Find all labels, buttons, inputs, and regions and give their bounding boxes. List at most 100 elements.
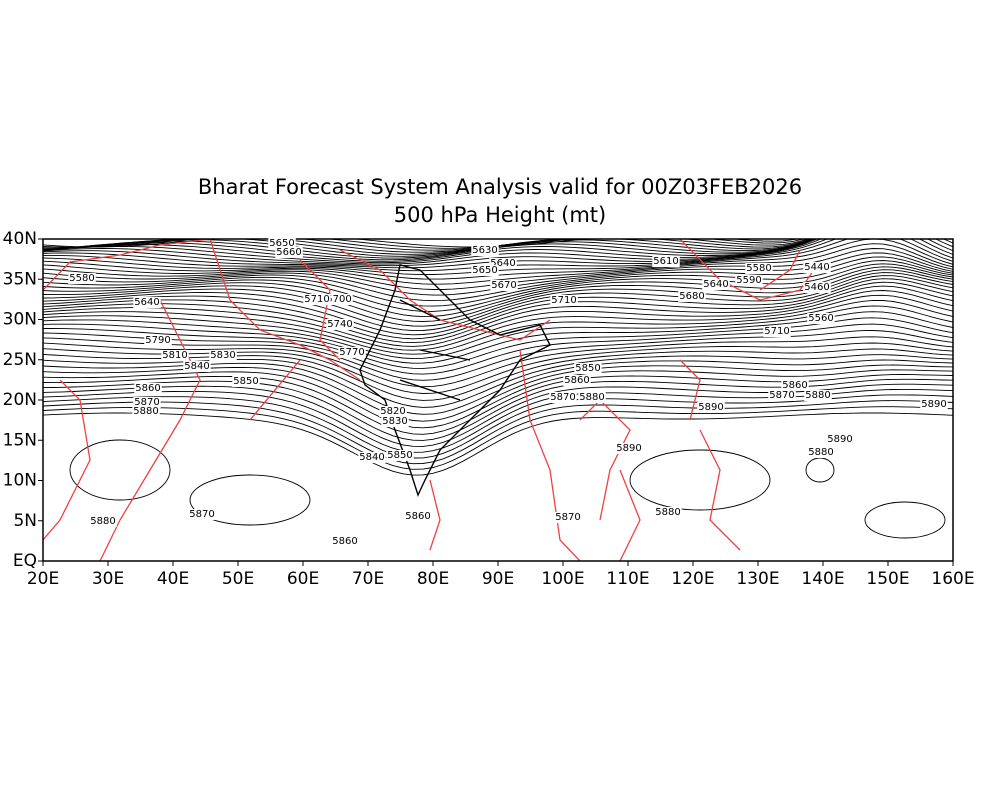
label-background <box>132 406 160 417</box>
contour-label: 5610 <box>653 256 678 267</box>
label-background <box>804 390 832 401</box>
contour-label: 5650 <box>472 265 497 276</box>
x-tick-label: 70E <box>352 569 384 589</box>
contour-label: 5890 <box>921 399 946 410</box>
label-background <box>615 443 643 454</box>
contour-label: 5860 <box>405 511 430 522</box>
contour-line <box>43 256 953 302</box>
label-background <box>654 507 682 518</box>
x-tick-label: 50E <box>222 569 254 589</box>
x-tick-label: 30E <box>92 569 124 589</box>
label-background <box>781 380 809 391</box>
contour-line <box>43 294 953 351</box>
x-tick-label: 60E <box>287 569 319 589</box>
label-background <box>161 350 189 361</box>
label-background <box>404 511 432 522</box>
x-tick-label: 40E <box>157 569 189 589</box>
contour-label: 5880 <box>133 406 158 417</box>
label-background <box>379 406 407 417</box>
x-tick-label: 120E <box>671 569 714 589</box>
label-background <box>268 238 296 249</box>
contour-label: 5850 <box>233 376 258 387</box>
contour-line <box>43 406 953 470</box>
x-tick-label: 150E <box>866 569 909 589</box>
label-background <box>338 347 366 358</box>
contour-label: 5870 <box>769 390 794 401</box>
contour-label: 5870 <box>134 397 159 408</box>
label-background <box>188 509 216 520</box>
label-background <box>386 450 414 461</box>
contour-label: 5670 <box>491 280 516 291</box>
label-background <box>232 376 260 387</box>
contour-label: 5850 <box>387 450 412 461</box>
label-background <box>807 313 835 324</box>
label-background <box>275 247 303 258</box>
label-background <box>550 295 578 306</box>
x-tick-label: 160E <box>931 569 974 589</box>
contour-label: 5580 <box>746 263 771 274</box>
contour-label: 5640 <box>703 279 728 290</box>
label-background <box>578 392 606 403</box>
contour-label: 5870 <box>189 509 214 520</box>
contour-label: 5590 <box>736 275 761 286</box>
india-boundaries <box>359 264 551 497</box>
label-background <box>549 392 577 403</box>
contour-label: 5830 <box>382 416 407 427</box>
contour-label: 5870 <box>550 392 575 403</box>
contour-label: 5710 <box>551 295 576 306</box>
label-background <box>803 262 831 273</box>
contour-label: 5880 <box>655 507 680 518</box>
contour-label: 5890 <box>698 402 723 413</box>
contour-label: 5880 <box>808 447 833 458</box>
contour-line <box>43 281 953 340</box>
contour-line <box>43 383 953 447</box>
x-tick-label: 20E <box>27 569 59 589</box>
label-background <box>325 294 353 305</box>
label-background <box>803 282 831 293</box>
contour-line <box>43 263 953 312</box>
y-tick-label: 5N <box>13 511 37 531</box>
y-tick-label: 15N <box>3 430 37 450</box>
x-tick-label: 80E <box>417 569 449 589</box>
y-tick-label: 20N <box>3 390 37 410</box>
contour-line <box>43 260 953 307</box>
contour-label: 5890 <box>827 434 852 445</box>
contour-line <box>69 439 171 501</box>
x-tick-label: 90E <box>482 569 514 589</box>
contour-label: 5860 <box>332 536 357 547</box>
label-background <box>133 297 161 308</box>
label-background <box>133 397 161 408</box>
contour-label: 5700 <box>326 294 351 305</box>
contour-line <box>43 239 953 267</box>
label-background <box>89 516 117 527</box>
label-background <box>652 256 680 267</box>
contour-label: 5860 <box>564 375 589 386</box>
contour-line <box>629 449 771 511</box>
contour-line <box>43 278 953 336</box>
label-background <box>702 279 730 290</box>
contour-label: 5820 <box>380 406 405 417</box>
contour-line <box>43 290 953 347</box>
contour-label: 5630 <box>472 245 497 256</box>
contour-line <box>43 400 953 465</box>
label-background <box>920 399 948 410</box>
label-background <box>331 536 359 547</box>
label-background <box>326 319 354 330</box>
contour-line <box>43 311 953 364</box>
contour-line <box>43 299 953 355</box>
label-background <box>471 245 499 256</box>
contour-label: 5710 <box>304 294 329 305</box>
label-background <box>735 275 763 286</box>
contour-label: 5880 <box>579 392 604 403</box>
label-background <box>768 390 796 401</box>
label-background <box>826 434 854 445</box>
contour-line <box>864 501 946 539</box>
contour-line <box>189 474 311 526</box>
contour-label: 5560 <box>808 313 833 324</box>
contour-label: 5440 <box>804 262 829 273</box>
contour-line <box>43 272 953 327</box>
y-tick-label: 25N <box>3 350 37 370</box>
label-background <box>678 291 706 302</box>
contour-label: 5580 <box>69 273 94 284</box>
